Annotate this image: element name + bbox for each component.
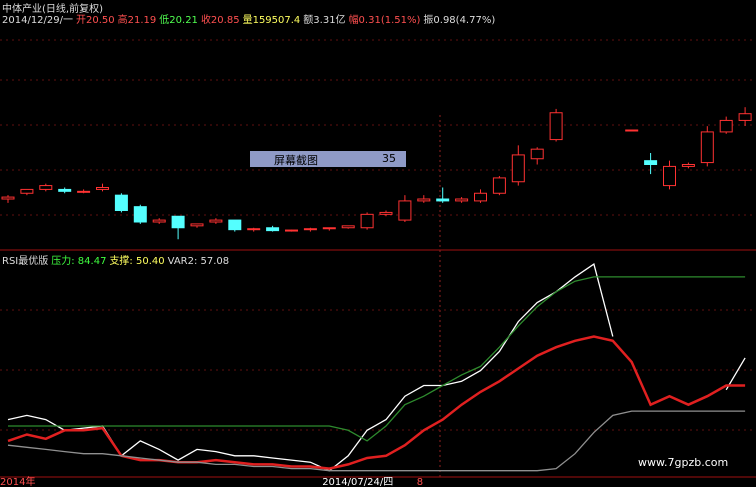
screenshot-popup[interactable]: 屏幕截图 35 — [250, 151, 406, 167]
x-tick-label: 8 — [417, 477, 423, 487]
candle-body — [1, 196, 15, 200]
candle-body — [266, 227, 280, 232]
candle-body — [303, 228, 317, 231]
candle-body — [39, 185, 53, 190]
info-item: 2014/12/29/一 — [2, 15, 74, 26]
candle-body — [492, 177, 506, 194]
watermark: www.7gpzb.com — [638, 456, 729, 469]
quote-info: 2014/12/29/一 开20.50 高21.19 低20.21 收20.85 量159… — [2, 11, 498, 26]
info-item: 收20.85 — [200, 15, 240, 26]
candle-body — [360, 213, 374, 229]
x-tick-label: 2014年 — [0, 475, 35, 487]
info-item: 低20.21 — [159, 15, 198, 26]
candle-body — [133, 206, 147, 223]
candle-body — [96, 187, 109, 190]
candle-body — [77, 190, 91, 193]
candle-body — [530, 148, 544, 160]
candle-body — [625, 129, 639, 132]
candle-body — [190, 223, 204, 227]
candle-body — [341, 225, 355, 229]
indicator-title: RSI最优版 — [2, 256, 49, 267]
candle-body — [436, 198, 450, 202]
indicator-line — [7, 410, 746, 472]
popup-label: 屏幕截图 — [274, 154, 318, 167]
candle-body — [228, 219, 242, 231]
candle-body — [20, 188, 34, 194]
candle-body — [511, 154, 525, 183]
info-item: VAR2: 57.08 — [167, 256, 230, 267]
candle-body — [644, 160, 658, 166]
candle-body — [700, 131, 714, 164]
candle-body — [209, 219, 223, 223]
title: 中体产业(日线,前复权) — [2, 4, 103, 15]
candle-body — [719, 119, 733, 133]
indicator-line — [7, 335, 746, 470]
indicator-line — [8, 276, 746, 442]
indicator-info: RSI最优版 压力: 84.47 支撑: 50.40 VAR2: 57.08 — [2, 252, 232, 267]
info-item: 支撑: 50.40 — [109, 256, 165, 267]
candle-body — [58, 188, 72, 192]
candle-body — [247, 228, 261, 231]
info-item: 幅0.31(1.51%) — [348, 15, 421, 26]
candle-body — [663, 165, 676, 187]
info-item: 高21.19 — [117, 15, 157, 26]
candle-body — [681, 164, 695, 167]
candle-body — [417, 198, 431, 202]
info-item: 量159507.4 — [242, 15, 301, 26]
candle-body — [474, 192, 487, 202]
candle-body — [152, 219, 166, 223]
info-item: 压力: 84.47 — [51, 256, 107, 267]
candle-body — [455, 198, 469, 202]
candle-body — [379, 211, 393, 215]
popup-value: 35 — [382, 152, 396, 165]
candle-body — [171, 215, 185, 229]
candle-body — [285, 229, 298, 232]
candle-body — [322, 227, 336, 230]
candle-body — [738, 113, 752, 121]
candle-body — [398, 200, 412, 221]
info-item: 开20.50 — [76, 15, 115, 26]
candle-body — [549, 112, 563, 141]
candle-body — [114, 194, 128, 212]
x-tick-label: 2014/07/24/四 — [322, 477, 393, 487]
info-item: 额3.31亿 — [303, 15, 346, 26]
info-item: 振0.98(4.77%) — [423, 15, 496, 26]
